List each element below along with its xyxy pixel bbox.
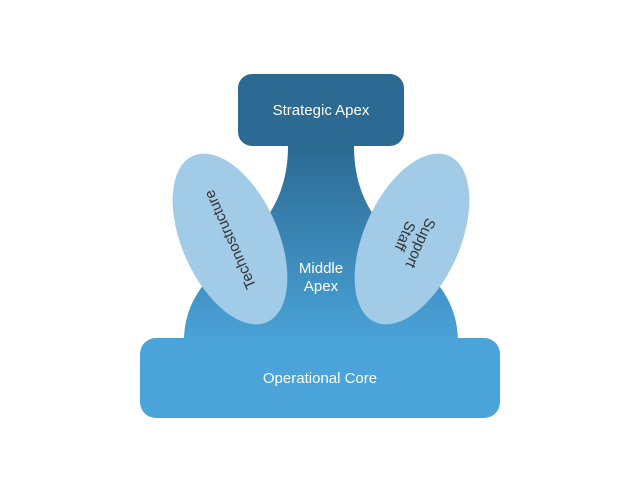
support-staff-ellipse: Support Staff [331, 136, 493, 341]
technostructure-label: Technostructure [201, 187, 260, 291]
technostructure-ellipse: Technostructure [149, 136, 311, 341]
mintzberg-structure-diagram: Technostructure Support Staff Middle Ape… [0, 0, 626, 501]
operational-core-box: Operational Core [140, 338, 500, 418]
strategic-apex-box: Strategic Apex [238, 74, 404, 146]
support-staff-label: Support Staff [386, 208, 439, 270]
operational-core-label: Operational Core [263, 370, 377, 387]
strategic-apex-label: Strategic Apex [273, 102, 370, 119]
middle-apex-label: Middle Apex [284, 260, 358, 296]
